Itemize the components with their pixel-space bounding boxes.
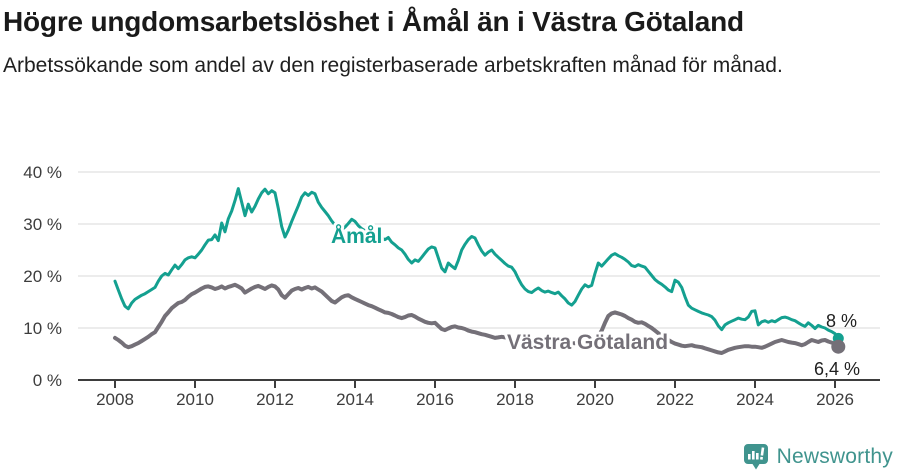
gridlines (78, 171, 880, 329)
x-axis-tick-label: 2016 (416, 390, 454, 409)
chart-header: Högre ungdomsarbetslöshet i Åmål än i Vä… (3, 6, 883, 81)
vastra-gotaland-series-label: Västra Götaland (507, 331, 668, 354)
x-axis-tick-label: 2010 (176, 390, 214, 409)
chart-subtitle: Arbetssökande som andel av den registerb… (3, 54, 783, 78)
vastra-gotaland-line (113, 282, 841, 355)
amal-end-value-label: 8 % (826, 311, 857, 331)
series-lines (113, 187, 846, 355)
y-axis-tick-label: 30 % (23, 215, 62, 234)
y-axis-tick-label: 0 % (33, 371, 62, 390)
chart-title: Högre ungdomsarbetslöshet i Åmål än i Vä… (3, 6, 744, 37)
newsworthy-logo-text: Newsworthy (776, 445, 893, 468)
x-axis-tick-label: 2012 (256, 390, 294, 409)
x-axis-tick-label: 2018 (496, 390, 534, 409)
x-axis-tick-label: 2014 (336, 390, 374, 409)
x-axis-tick-label: 2008 (96, 390, 134, 409)
newsworthy-bar-chart-bubble-icon (743, 444, 768, 470)
y-axis-tick-label: 10 % (23, 319, 62, 338)
vastra-gotaland-end-dot (831, 339, 846, 354)
vastra-gotaland-end-value-label: 6,4 % (814, 359, 860, 379)
y-axis-tick-label: 20 % (23, 267, 62, 286)
y-axis-tick-label: 40 % (23, 163, 62, 182)
amal-series-label: Åmål (331, 224, 382, 248)
x-axis-tick-label: 2026 (816, 390, 854, 409)
axis-ticks-and-labels: 0 % 10 % 20 % 30 % 40 % 2008 2010 2012 2014 2016 2… (23, 163, 854, 409)
x-axis-tick-label: 2024 (736, 390, 774, 409)
x-axis-tick-label: 2020 (576, 390, 614, 409)
newsworthy-logo: Newsworthy (743, 443, 893, 471)
x-axis-tick-label: 2022 (656, 390, 694, 409)
amal-line (113, 187, 840, 340)
